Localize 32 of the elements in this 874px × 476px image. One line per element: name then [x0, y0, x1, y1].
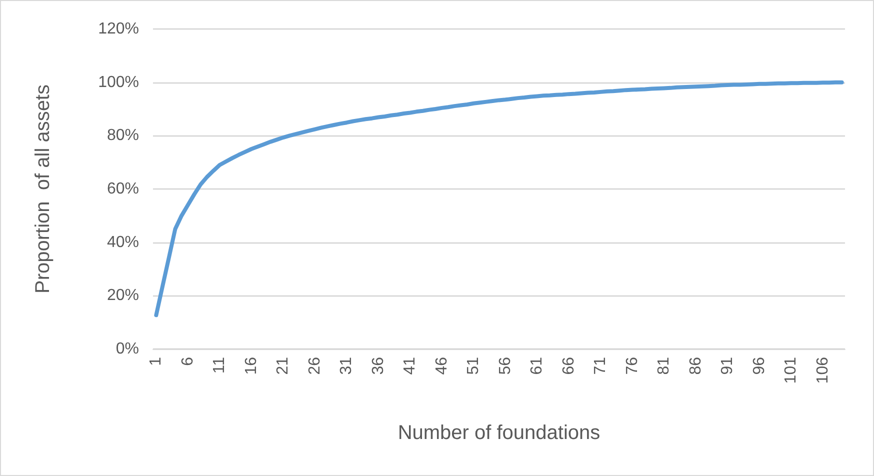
x-tick-label: 46	[433, 356, 450, 375]
x-axis-title: Number of foundations	[398, 422, 600, 444]
line-series	[154, 80, 844, 318]
x-tick-label: 101	[782, 356, 800, 384]
y-axis-title: Proportion of all assets	[32, 84, 54, 294]
x-tick-label: 11	[211, 356, 228, 374]
x-tick-label: 31	[338, 356, 356, 375]
x-tick-label: 96	[750, 356, 768, 375]
x-tick-label: 36	[370, 356, 387, 375]
y-tick-label: 100%	[98, 74, 139, 91]
x-tick-label: 6	[179, 356, 196, 366]
x-tick-label: 76	[624, 356, 641, 375]
x-tick-label: 26	[306, 356, 324, 375]
y-tick-label: 40%	[106, 234, 139, 251]
y-tick-label: 20%	[106, 287, 139, 304]
x-tick-label: 21	[274, 356, 292, 375]
x-tick-label: 71	[592, 356, 610, 375]
x-tick-label: 91	[719, 356, 736, 375]
x-tick-label: 61	[528, 356, 546, 375]
y-tick-label: 80%	[106, 127, 139, 144]
x-tick-label: 81	[656, 356, 673, 375]
y-tick-label: 0%	[116, 340, 139, 358]
x-tick-label: 1	[148, 356, 165, 366]
x-tick-label: 66	[560, 356, 578, 375]
x-tick-label: 51	[465, 356, 482, 375]
x-tick-label: 41	[402, 356, 419, 375]
x-tick-label: 56	[496, 356, 514, 375]
x-tick-label: 86	[687, 356, 704, 375]
x-tick-label: 16	[242, 356, 260, 375]
y-tick-label: 60%	[106, 180, 139, 198]
x-tick-label: 106	[814, 356, 832, 384]
y-tick-label: 120%	[98, 20, 139, 38]
